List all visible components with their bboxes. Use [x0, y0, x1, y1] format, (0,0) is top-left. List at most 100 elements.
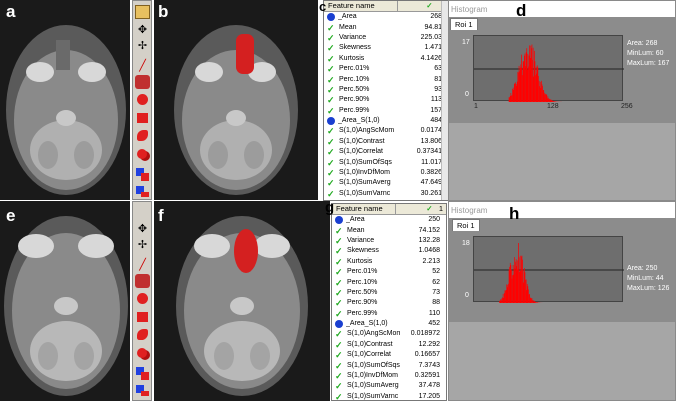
freehand-roi-icon[interactable] — [135, 328, 150, 342]
checkmark-icon[interactable]: ✓ — [335, 360, 343, 371]
table-row[interactable]: _Area_S(1,0) 452 — [332, 319, 446, 329]
table-row[interactable]: ✓ S(1,0)InvDfMom 0.3826 — [324, 168, 448, 178]
checkmark-icon[interactable]: ✓ — [335, 371, 343, 382]
table-row[interactable]: ✓ S(1,0)Contrast 12.292 — [332, 340, 446, 350]
checkmark-icon[interactable]: ✓ — [335, 329, 343, 340]
overlap-icon[interactable] — [135, 366, 150, 380]
scrollbar[interactable] — [441, 1, 448, 200]
table-row[interactable]: ✓ S(1,0)SumVarnc 30.261 — [324, 189, 448, 199]
header-feature-name[interactable]: Feature name — [324, 1, 398, 11]
table-row[interactable]: ✓ S(1,0)InvDfMom 0.32591 — [332, 371, 446, 381]
checkmark-icon[interactable]: ✓ — [327, 157, 335, 168]
table-row[interactable]: ✓ Kurtosis 2.213 — [332, 257, 446, 267]
checkmark-icon[interactable]: ✓ — [335, 225, 343, 236]
checkmark-icon[interactable]: ✓ — [327, 168, 335, 179]
checkmark-icon[interactable]: ✓ — [327, 84, 335, 95]
table-row[interactable]: ✓ S(1,0)SumAverg 47.649 — [324, 178, 448, 188]
checkmark-icon[interactable]: ✓ — [335, 267, 343, 278]
circle-roi-icon[interactable] — [135, 93, 150, 107]
table-row[interactable]: ✓ Perc.10% 62 — [332, 277, 446, 287]
checkmark-icon[interactable]: ✓ — [327, 188, 335, 199]
checkmark-icon[interactable]: ✓ — [327, 64, 335, 75]
checkmark-icon[interactable]: ✓ — [335, 246, 343, 257]
blue-dot-icon[interactable] — [327, 13, 335, 22]
folder-icon[interactable] — [135, 5, 150, 19]
table-row[interactable]: ✓ Mean 94.81 — [324, 22, 448, 32]
table-row[interactable]: ✓ S(1,0)SumOfSqs 11.017 — [324, 157, 448, 167]
checkmark-icon[interactable]: ✓ — [335, 308, 343, 319]
checkmark-icon[interactable]: ✓ — [327, 105, 335, 116]
table-row[interactable]: ✓ Perc.10% 81 — [324, 74, 448, 84]
checkmark-icon[interactable]: ✓ — [335, 256, 343, 267]
table-row[interactable]: ✓ Variance 225.03 — [324, 33, 448, 43]
table-row[interactable]: ✓ Variance 132.28 — [332, 236, 446, 246]
multi-roi-icon[interactable] — [135, 147, 150, 161]
checkmark-icon[interactable]: ✓ — [327, 178, 335, 189]
checkmark-icon[interactable]: ✓ — [327, 74, 335, 85]
checkmark-icon[interactable]: ✓ — [327, 95, 335, 106]
checkmark-icon[interactable]: ✓ — [327, 32, 335, 43]
fill-icon[interactable] — [135, 75, 150, 89]
table-row[interactable]: _Area 250 — [332, 215, 446, 225]
checkmark-icon[interactable]: ✓ — [327, 43, 335, 54]
table-row[interactable]: ✓ S(1,0)Correlat 0.37341 — [324, 147, 448, 157]
checkmark-icon[interactable]: ✓ — [335, 298, 343, 309]
table-row[interactable]: ✓ Perc.90% 113 — [324, 95, 448, 105]
table-row[interactable]: ✓ Perc.99% 157 — [324, 106, 448, 116]
table-row[interactable]: ✓ Perc.01% 52 — [332, 267, 446, 277]
multi-roi-icon[interactable] — [135, 346, 150, 360]
rect-roi-icon[interactable] — [135, 310, 150, 324]
header-roi-column[interactable]: ✓ 1 — [426, 204, 443, 213]
table-row[interactable]: ✓ Kurtosis 4.1426 — [324, 54, 448, 64]
rect-roi-icon[interactable] — [135, 111, 150, 125]
overlap-icon[interactable] — [135, 167, 150, 181]
table-row[interactable]: ✓ S(1,0)AngScMom 0.0174 — [324, 126, 448, 136]
table-row[interactable]: ✓ Perc.50% 93 — [324, 85, 448, 95]
table-row[interactable]: _Area_S(1,0) 484 — [324, 116, 448, 126]
table-row[interactable]: ✓ S(1,0)SumAverg 37.478 — [332, 381, 446, 391]
checkmark-icon[interactable]: ✓ — [335, 339, 343, 350]
table-row[interactable]: ✓ Perc.90% 88 — [332, 298, 446, 308]
checkmark-icon[interactable]: ✓ — [335, 277, 343, 288]
move-icon[interactable]: ✥ — [137, 24, 148, 36]
fill-icon[interactable] — [135, 274, 150, 288]
checkmark-icon[interactable]: ✓ — [327, 22, 335, 33]
layers-icon[interactable] — [135, 185, 150, 199]
table-row[interactable]: ✓ S(1,0)SumVarnc 17.205 — [332, 391, 446, 401]
table-row[interactable]: ✓ S(1,0)SumOfSqs 7.3743 — [332, 360, 446, 370]
move-icon[interactable]: ✥ — [137, 223, 148, 235]
table-row[interactable]: ✓ Mean 74.152 — [332, 225, 446, 235]
header-feature-name[interactable]: Feature name — [332, 204, 396, 214]
layers-icon[interactable] — [135, 384, 150, 398]
tab-roi-1[interactable]: Roi 1 — [450, 18, 478, 30]
checkmark-icon[interactable]: ✓ — [327, 126, 335, 137]
table-row[interactable]: ✓ S(1,0)AngScMom 0.018972 — [332, 329, 446, 339]
panel-label-a: a — [6, 2, 16, 21]
freehand-roi-icon[interactable] — [135, 129, 150, 143]
table-row[interactable]: ✓ Perc.50% 73 — [332, 288, 446, 298]
checkmark-icon[interactable]: ✓ — [335, 235, 343, 246]
checkmark-icon[interactable]: ✓ — [327, 53, 335, 64]
checkmark-icon[interactable]: ✓ — [335, 381, 343, 392]
checkmark-icon[interactable]: ✓ — [335, 350, 343, 361]
checkmark-icon[interactable]: ✓ — [327, 136, 335, 147]
blue-dot-icon[interactable] — [327, 117, 335, 126]
pen-icon[interactable]: ╱ — [139, 60, 146, 72]
table-row[interactable]: ✓ S(1,0)Correlat 0.16657 — [332, 350, 446, 360]
table-row[interactable]: ✓ Skewness 1.0468 — [332, 246, 446, 256]
checkmark-icon[interactable]: ✓ — [335, 391, 343, 401]
table-row[interactable]: ✓ S(1,0)Contrast 13.806 — [324, 137, 448, 147]
pan-icon[interactable]: ✢ — [137, 239, 148, 251]
blue-dot-icon[interactable] — [335, 320, 343, 329]
table-row[interactable]: ✓ Perc.99% 110 — [332, 309, 446, 319]
table-row[interactable]: _Area 268 — [324, 12, 448, 22]
tab-roi-1[interactable]: Roi 1 — [452, 219, 480, 231]
pan-icon[interactable]: ✢ — [137, 40, 148, 52]
checkmark-icon[interactable]: ✓ — [335, 287, 343, 298]
circle-roi-icon[interactable] — [135, 292, 150, 306]
table-row[interactable]: ✓ Skewness 1.471 — [324, 43, 448, 53]
table-row[interactable]: ✓ Perc.01% 63 — [324, 64, 448, 74]
pen-icon[interactable]: ╱ — [139, 259, 146, 271]
blue-dot-icon[interactable] — [335, 216, 343, 225]
checkmark-icon[interactable]: ✓ — [327, 147, 335, 158]
